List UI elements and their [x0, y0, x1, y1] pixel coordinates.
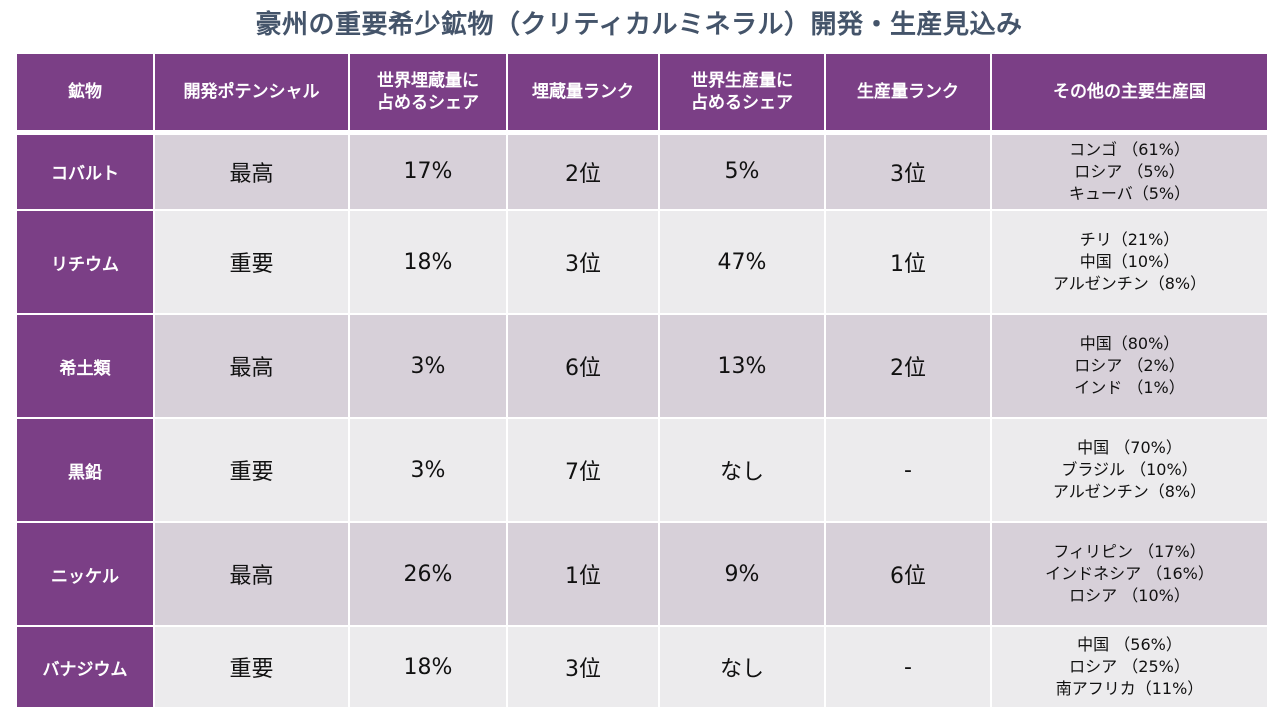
header-potential: 開発ポテンシャル	[153, 52, 350, 135]
reserve-share-cell: 26%	[348, 521, 508, 627]
production-share-cell: なし	[658, 625, 826, 709]
production-rank-cell: 3位	[824, 131, 992, 211]
reserve-share-cell: 18%	[348, 625, 508, 709]
potential-cell: 最高	[153, 313, 350, 419]
mineral-name: リチウム	[15, 209, 155, 315]
mineral-name: 希土類	[15, 313, 155, 419]
reserve-share-cell: 3%	[348, 313, 508, 419]
production-rank-cell: -	[824, 417, 992, 523]
reserve-rank-cell: 6位	[506, 313, 660, 419]
header-production-rank: 生産量ランク	[824, 52, 992, 135]
table-row: リチウム 重要 18% 3位 47% 1位 チリ（21%） 中国（10%） アル…	[15, 209, 1269, 315]
other-producer: 中国 （70%）	[1077, 438, 1182, 457]
mineral-name: バナジウム	[15, 625, 155, 709]
reserve-share-cell: 18%	[348, 209, 508, 315]
header-reserve-share: 世界埋蔵量に 占めるシェア	[348, 52, 508, 135]
other-producer: ロシア （10%）	[1069, 586, 1190, 605]
mineral-name: ニッケル	[15, 521, 155, 627]
header-reserve-rank: 埋蔵量ランク	[506, 52, 660, 135]
potential-cell: 最高	[153, 521, 350, 627]
other-producer: インド （1%）	[1074, 378, 1185, 397]
page-title: 豪州の重要希少鉱物（クリティカルミネラル）開発・生産見込み	[255, 10, 1023, 40]
header-reserve-share-line1: 世界埋蔵量に	[377, 70, 479, 91]
reserve-share-cell: 3%	[348, 417, 508, 523]
production-rank-cell: 2位	[824, 313, 992, 419]
other-producer: 中国 （56%）	[1077, 635, 1182, 654]
other-producer: コンゴ （61%）	[1069, 139, 1190, 159]
reserve-rank-cell: 3位	[506, 625, 660, 709]
header-production-share-line2: 占めるシェア	[691, 92, 793, 113]
header-others: その他の主要生産国	[990, 52, 1269, 135]
table-row: バナジウム 重要 18% 3位 なし - 中国 （56%） ロシア （25%） …	[15, 625, 1269, 709]
other-producers-cell: チリ（21%） 中国（10%） アルゼンチン（8%）	[990, 209, 1269, 315]
table-row: 希土類 最高 3% 6位 13% 2位 中国（80%） ロシア （2%） インド…	[15, 313, 1269, 419]
reserve-rank-cell: 1位	[506, 521, 660, 627]
reserve-rank-cell: 3位	[506, 209, 660, 315]
header-reserve-share-line2: 占めるシェア	[377, 92, 479, 113]
mineral-name: 黒鉛	[15, 417, 155, 523]
other-producer: キューバ（5%）	[1068, 183, 1191, 203]
reserve-rank-cell: 7位	[506, 417, 660, 523]
other-producer: 中国（80%）	[1079, 334, 1180, 353]
table-header-row: 鉱物 開発ポテンシャル 世界埋蔵量に 占めるシェア 埋蔵量ランク 世界生産量に …	[15, 52, 1269, 135]
other-producers-cell: フィリピン （17%） インドネシア （16%） ロシア （10%）	[990, 521, 1269, 627]
production-rank-cell: 6位	[824, 521, 992, 627]
header-mineral: 鉱物	[15, 52, 155, 135]
other-producer: 中国（10%）	[1079, 252, 1180, 271]
other-producer: ロシア （5%）	[1074, 161, 1185, 181]
other-producer: チリ（21%）	[1079, 230, 1180, 249]
production-share-cell: 47%	[658, 209, 826, 315]
other-producers-cell: コンゴ （61%） ロシア （5%） キューバ（5%）	[990, 131, 1269, 211]
table-row: コバルト 最高 17% 2位 5% 3位 コンゴ （61%） ロシア （5%） …	[15, 131, 1269, 211]
other-producers-cell: 中国 （70%） ブラジル （10%） アルゼンチン（8%）	[990, 417, 1269, 523]
production-rank-cell: -	[824, 625, 992, 709]
table-row: 黒鉛 重要 3% 7位 なし - 中国 （70%） ブラジル （10%） アルゼ…	[15, 417, 1269, 523]
other-producer: フィリピン （17%）	[1053, 542, 1206, 561]
other-producer: ロシア （2%）	[1074, 356, 1185, 375]
header-production-share: 世界生産量に 占めるシェア	[658, 52, 826, 135]
production-share-cell: 9%	[658, 521, 826, 627]
minerals-table: 鉱物 開発ポテンシャル 世界埋蔵量に 占めるシェア 埋蔵量ランク 世界生産量に …	[15, 52, 1269, 709]
other-producers-cell: 中国 （56%） ロシア （25%） 南アフリカ（11%）	[990, 625, 1269, 709]
potential-cell: 重要	[153, 417, 350, 523]
production-share-cell: 13%	[658, 313, 826, 419]
other-producer: インドネシア （16%）	[1045, 564, 1214, 583]
header-production-share-line1: 世界生産量に	[691, 70, 793, 91]
potential-cell: 最高	[153, 131, 350, 211]
potential-cell: 重要	[153, 625, 350, 709]
other-producer: ブラジル （10%）	[1061, 460, 1198, 479]
production-share-cell: 5%	[658, 131, 826, 211]
other-producer: アルゼンチン（8%）	[1052, 274, 1207, 293]
reserve-share-cell: 17%	[348, 131, 508, 211]
other-producer: ロシア （25%）	[1069, 657, 1190, 676]
other-producer: アルゼンチン（8%）	[1052, 482, 1207, 501]
mineral-name: コバルト	[15, 131, 155, 211]
reserve-rank-cell: 2位	[506, 131, 660, 211]
other-producer: 南アフリカ（11%）	[1055, 679, 1204, 698]
production-share-cell: なし	[658, 417, 826, 523]
potential-cell: 重要	[153, 209, 350, 315]
table-row: ニッケル 最高 26% 1位 9% 6位 フィリピン （17%） インドネシア …	[15, 521, 1269, 627]
other-producers-cell: 中国（80%） ロシア （2%） インド （1%）	[990, 313, 1269, 419]
production-rank-cell: 1位	[824, 209, 992, 315]
